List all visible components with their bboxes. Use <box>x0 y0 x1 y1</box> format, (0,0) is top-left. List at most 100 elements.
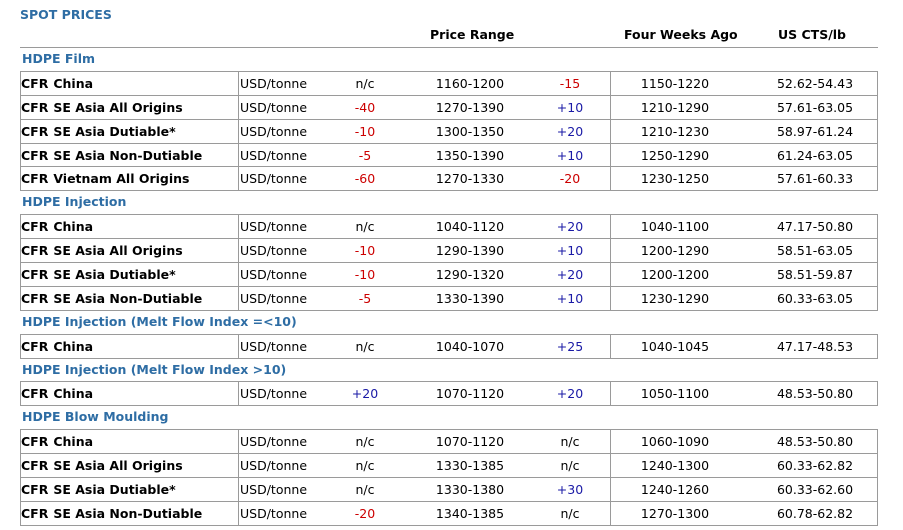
cfr-label: CFR SE Asia Dutiable* <box>21 267 176 282</box>
column-divider <box>20 382 21 407</box>
column-divider <box>610 239 611 264</box>
column-divider <box>238 430 239 455</box>
price-range-cell: 1270-1330 <box>435 171 505 187</box>
cfr-label: CFR China <box>21 386 93 401</box>
four-weeks-ago-cell: 1040-1100 <box>640 219 710 235</box>
unit-cell: USD/tonne <box>240 338 308 354</box>
four-weeks-ago-cell: 1230-1250 <box>640 171 710 187</box>
unit-cell: USD/tonne <box>240 75 308 91</box>
section-label: HDPE Film <box>22 51 96 66</box>
change-cell: -20 <box>354 505 376 521</box>
column-divider <box>877 263 878 287</box>
section-header-row: HDPE Injection <box>20 191 878 216</box>
change-four-weeks-cell: +10 <box>556 147 584 163</box>
unit-cell: USD/tonne <box>240 505 308 521</box>
column-divider <box>20 501 21 526</box>
price-range-cell: 1300-1350 <box>435 123 505 139</box>
cfr-label: CFR China <box>21 339 93 354</box>
unit-cell: USD/tonne <box>240 434 308 450</box>
column-divider <box>20 95 21 120</box>
column-divider <box>610 430 611 455</box>
cfr-label: CFR SE Asia Dutiable* <box>21 124 176 139</box>
us-cts-cell: 52.62-54.43 <box>776 75 854 91</box>
table-row: CFR China USD/tonne n/c 1040-1120 +20 1040-110… <box>20 215 878 240</box>
change-four-weeks-cell: -15 <box>559 75 581 91</box>
us-cts-cell: 61.24-63.05 <box>776 147 854 163</box>
four-weeks-ago-cell: 1200-1200 <box>640 267 710 283</box>
column-divider <box>610 501 611 526</box>
four-weeks-ago-cell: 1040-1045 <box>640 338 710 354</box>
cfr-label: CFR SE Asia Non-Dutiable <box>21 148 202 163</box>
column-divider <box>610 286 611 311</box>
cfr-text: CFR <box>21 147 49 163</box>
unit-cell: USD/tonne <box>240 267 308 283</box>
column-divider <box>877 239 878 264</box>
change-four-weeks-cell: +10 <box>556 243 584 259</box>
price-range-cell: 1040-1070 <box>435 338 505 354</box>
unit-cell: USD/tonne <box>240 482 308 498</box>
column-divider <box>238 239 239 264</box>
us-cts-cell: 47.17-48.53 <box>776 338 854 354</box>
column-divider <box>238 71 239 96</box>
us-cts-cell: 48.53-50.80 <box>776 386 854 402</box>
price-range-cell: 1040-1120 <box>435 219 505 235</box>
column-divider <box>238 95 239 120</box>
price-range-cell: 1070-1120 <box>435 386 505 402</box>
change-cell: -10 <box>354 243 376 259</box>
table-row: CFR SE Asia Dutiable* USD/tonne -10 1290-132… <box>20 263 878 287</box>
change-cell: n/c <box>355 482 375 498</box>
cfr-text: CFR <box>21 123 49 139</box>
section-header-row: HDPE Blow Moulding <box>20 406 878 431</box>
column-divider <box>20 478 21 502</box>
change-cell: n/c <box>355 434 375 450</box>
change-four-weeks-cell: n/c <box>560 505 580 521</box>
destination-text: Vietnam All Origins <box>53 171 190 187</box>
price-range-cell: 1290-1390 <box>435 243 505 259</box>
destination-text: SE Asia Non-Dutiable <box>53 505 203 521</box>
destination-text: SE Asia All Origins <box>53 99 183 115</box>
column-divider <box>610 143 611 168</box>
us-cts-cell: 60.33-62.82 <box>776 458 854 474</box>
column-divider <box>238 454 239 479</box>
section-header-row: HDPE Injection (Melt Flow Index >10) <box>20 359 878 383</box>
change-four-weeks-cell: +30 <box>556 482 584 498</box>
four-weeks-ago-cell: 1150-1220 <box>640 75 710 91</box>
destination-text: China <box>53 386 94 402</box>
table-row: CFR SE Asia Non-Dutiable USD/tonne -20 1340-… <box>20 501 878 526</box>
table-row: CFR SE Asia Non-Dutiable USD/tonne -5 1330-1… <box>20 286 878 311</box>
section-label: HDPE Injection (Melt Flow Index =<10) <box>22 313 297 329</box>
cfr-text: CFR <box>21 434 49 450</box>
price-range-cell: 1070-1120 <box>435 434 505 450</box>
us-cts-cell: 58.97-61.24 <box>776 123 854 139</box>
price-range-cell: 1160-1200 <box>435 75 505 91</box>
column-divider <box>877 286 878 311</box>
us-cts-cell: 58.51-63.05 <box>776 243 854 259</box>
table-row: CFR SE Asia Non-Dutiable USD/tonne -5 1350-1… <box>20 143 878 168</box>
destination-text: SE Asia Dutiable* <box>53 482 176 498</box>
destination-text: China <box>53 75 94 91</box>
section-label: HDPE Blow Moulding <box>22 409 169 425</box>
unit-cell: USD/tonne <box>240 243 308 259</box>
column-divider <box>610 71 611 96</box>
column-divider <box>20 215 21 240</box>
table-row: CFR SE Asia All Origins USD/tonne n/c 1330-1… <box>20 454 878 479</box>
cfr-label: CFR SE Asia All Origins <box>21 458 183 473</box>
change-four-weeks-cell: +10 <box>556 290 584 306</box>
table-row: CFR SE Asia Dutiable* USD/tonne -10 1300-135… <box>20 119 878 144</box>
column-divider <box>610 95 611 120</box>
change-cell: -5 <box>358 290 372 306</box>
four-weeks-ago-cell: 1240-1260 <box>640 482 710 498</box>
column-divider <box>877 95 878 120</box>
us-cts-cell: 57.61-60.33 <box>776 171 854 187</box>
column-divider <box>877 143 878 168</box>
column-divider <box>610 478 611 502</box>
cfr-text: CFR <box>21 171 49 187</box>
cfr-text: CFR <box>21 505 49 521</box>
section-label: HDPE Injection (Melt Flow Index >10) <box>22 361 287 377</box>
column-divider <box>877 167 878 192</box>
cfr-label: CFR SE Asia All Origins <box>21 100 183 115</box>
column-divider <box>238 286 239 311</box>
page-title: SPOT PRICES <box>20 7 112 22</box>
table-row: CFR China USD/tonne n/c 1070-1120 n/c 1060-109… <box>20 430 878 455</box>
us-cts-cell: 57.61-63.05 <box>776 99 854 115</box>
